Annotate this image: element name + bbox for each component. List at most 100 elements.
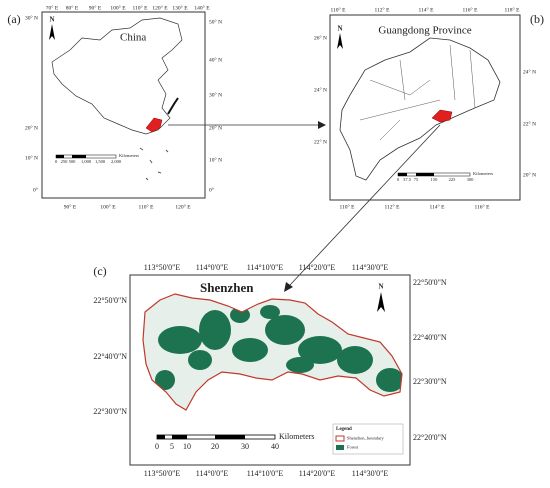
scale-label: 1,500 <box>95 159 106 165</box>
lon-label: 114°20'0"E <box>299 469 336 478</box>
lon-label: 114°20'0"E <box>299 263 336 272</box>
scale-bar-fill <box>398 173 434 176</box>
lon-label: 100° E <box>100 203 116 210</box>
lat-label: 50° N <box>209 18 222 25</box>
lat-label: 22°50'0"N <box>93 296 127 305</box>
north-label: N <box>337 25 342 33</box>
lat-label: 22°30'0"N <box>413 377 447 386</box>
shenzhen-highlight <box>431 109 453 123</box>
lat-label: 20° N <box>209 124 222 131</box>
arrow-line <box>289 124 441 286</box>
lat-label: 10° N <box>25 154 38 161</box>
lon-label: 114°10'0"E <box>247 263 284 272</box>
lon-label: 114°30'0"E <box>352 263 389 272</box>
lat-label: 22°30'0"N <box>93 407 127 416</box>
lon-label: 110° E <box>340 203 356 210</box>
scale-label: 0 <box>155 442 159 451</box>
lat-label: 22°50'0"N <box>413 278 447 287</box>
lat-label: 20° N <box>25 124 38 131</box>
north-arrow <box>377 292 385 312</box>
scale-bar-fill <box>157 435 245 439</box>
panel-title: Guangdong Province <box>378 25 471 37</box>
north-arrow <box>49 24 55 40</box>
lat-label: 30° N <box>209 91 222 98</box>
guangdong-highlight <box>145 117 163 133</box>
lon-label: 120° E <box>175 203 191 210</box>
lon-label: 114°0'0"E <box>196 469 229 478</box>
lon-label: 70° E <box>46 4 59 11</box>
lon-label: 114°0'0"E <box>196 263 229 272</box>
lon-label: 114°10'0"E <box>247 469 284 478</box>
legend-item: Forest <box>347 445 359 450</box>
lon-label: 140° E <box>194 4 210 11</box>
legend-item: Shenzhen_boundary <box>347 436 384 441</box>
lat-label: 24° N <box>523 68 536 75</box>
scale-label: 1,000 <box>81 159 92 165</box>
china-outline <box>51 17 183 135</box>
lon-label: 90° E <box>64 203 77 210</box>
lon-label: 110° E <box>139 203 155 210</box>
north-arrow <box>337 33 343 49</box>
lon-label: 113°50'0"E <box>144 263 181 272</box>
scale-label: 300 <box>467 177 475 182</box>
scale-label: 10 <box>183 442 191 451</box>
forest-patches <box>155 305 402 392</box>
scale-label: 500 <box>69 159 77 164</box>
lon-label: 112° E <box>385 203 401 210</box>
lon-label: 90° E <box>89 4 102 11</box>
lon-label: 116° E <box>475 203 491 210</box>
north-label: N <box>49 16 54 24</box>
lat-label: 24° N <box>314 86 327 93</box>
frame-a <box>41 11 206 199</box>
lon-label: 118° E <box>505 6 521 13</box>
frame-b <box>329 14 521 201</box>
scale-label: 0 <box>397 177 400 182</box>
scale-label: 37.5 <box>403 177 412 182</box>
legend-swatch <box>336 445 344 450</box>
lon-label: 110° E <box>133 4 149 11</box>
lat-label: 0° <box>33 186 38 193</box>
guangdong-outline <box>339 37 501 181</box>
lon-label: 114° E <box>430 203 446 210</box>
arrowhead <box>318 121 326 129</box>
panel-label: (b) <box>530 12 544 26</box>
scale-label: 30 <box>241 442 249 451</box>
panel-label: (c) <box>93 264 106 278</box>
panel-title: Shenzhen <box>200 280 254 295</box>
scale-label: 5 <box>170 442 174 451</box>
scale-label: 225 <box>449 177 457 182</box>
lat-label: 20° N <box>523 171 536 178</box>
scale-unit: Kilometers <box>119 153 139 158</box>
lat-label: 22°40'0"N <box>413 333 447 342</box>
scale-label: 150 <box>431 177 439 182</box>
frame-c <box>129 274 411 466</box>
lat-label: 40° N <box>209 56 222 63</box>
prefecture-lines <box>359 44 476 141</box>
legend-title: Legend <box>336 427 352 432</box>
legend-swatch <box>335 435 345 442</box>
lon-label: 114°30'0"E <box>352 469 389 478</box>
scale-label: 40 <box>271 442 279 451</box>
islands <box>139 147 169 181</box>
lat-label: 22°40'0"N <box>93 352 127 361</box>
lon-label: 80° E <box>66 4 79 11</box>
panel-title: China <box>120 32 146 44</box>
lat-label: 22° N <box>314 138 327 145</box>
lat-label: 10° N <box>209 156 222 163</box>
scale-unit: Kilometers <box>279 432 315 441</box>
lon-label: 120° E <box>152 4 168 11</box>
lon-label: 100° E <box>110 4 126 11</box>
panel-label: (a) <box>7 12 20 26</box>
scale-unit: Kilometers <box>473 171 493 176</box>
lat-label: 26° N <box>314 34 327 41</box>
lat-label: 30° N <box>25 14 38 21</box>
lon-label: 113°50'0"E <box>144 469 181 478</box>
scale-label: 250 <box>61 159 69 164</box>
lon-label: 114° E <box>419 6 435 13</box>
lat-label: 22°20'0"N <box>413 433 447 442</box>
lat-label: 22° N <box>523 120 536 127</box>
lon-label: 116° E <box>463 6 479 13</box>
scale-label: 0 <box>55 159 58 164</box>
lon-label: 112° E <box>375 6 391 13</box>
